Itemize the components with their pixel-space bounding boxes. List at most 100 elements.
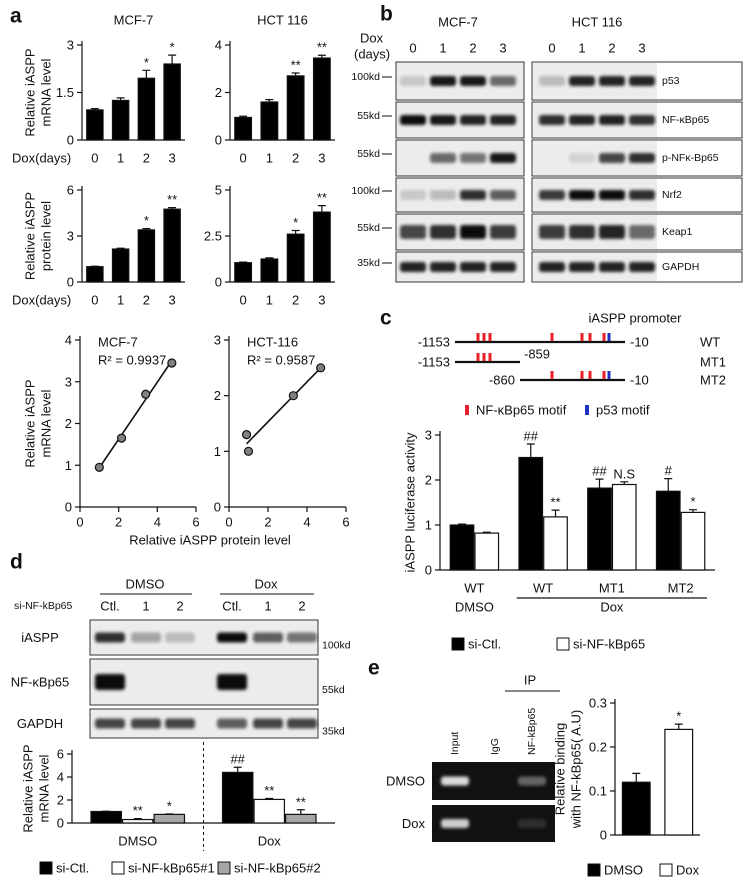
row-label: GAPDH — [662, 261, 699, 273]
bar — [621, 781, 651, 836]
nf-kb-motif — [550, 371, 554, 379]
error-bar — [317, 205, 326, 213]
band — [490, 76, 516, 86]
bar — [90, 810, 122, 824]
lane-label: 3 — [499, 41, 506, 56]
band — [569, 76, 595, 86]
lane-label: 2 — [608, 41, 615, 56]
bar — [234, 262, 253, 283]
error-bar — [239, 115, 248, 118]
lane-label: 1 — [578, 41, 585, 56]
construct-name: MT1 — [700, 355, 726, 370]
significance-label: ** — [296, 794, 306, 809]
bar — [137, 229, 156, 283]
bar — [153, 813, 186, 824]
band — [287, 718, 317, 729]
row-label: p-NFκ-Bp65 — [662, 152, 719, 164]
band — [430, 262, 456, 272]
size-marker: 35kd — [357, 257, 380, 269]
legend-label: si-Ctl. — [468, 637, 501, 652]
y-tick-label: 1 — [425, 518, 432, 533]
nf-kb-motif — [602, 371, 606, 379]
x-tick-label: 6 — [192, 515, 199, 530]
band — [490, 190, 516, 200]
x-tick-label: 3 — [169, 293, 176, 308]
significance-label: ## — [524, 429, 539, 444]
lane-label: 0 — [548, 41, 555, 56]
significance-label: ** — [167, 192, 177, 207]
row-label: iASPP — [21, 630, 59, 645]
legend-swatch — [659, 863, 673, 877]
band — [599, 225, 625, 239]
ip-label: IP — [524, 673, 536, 688]
x-tick-label: 2 — [264, 515, 271, 530]
y-tick-label: 0 — [215, 275, 222, 290]
y-tick-label: 2 — [65, 416, 72, 431]
nf-kb-motif — [488, 333, 492, 341]
significance-label: N.S — [613, 466, 635, 481]
y-axis-label: protein level — [39, 201, 54, 271]
error-bar — [116, 247, 125, 250]
annotation: R² = 0.9937 — [98, 353, 166, 368]
band — [569, 262, 595, 272]
x-tick-label: 6 — [342, 515, 349, 530]
bar — [137, 77, 156, 141]
x-tick-label: 0 — [76, 515, 83, 530]
band — [539, 76, 565, 86]
error-bar — [317, 54, 326, 59]
x-tick-label: 0 — [225, 515, 232, 530]
band — [430, 76, 456, 86]
nf-kb-motif — [588, 333, 592, 341]
band — [539, 262, 565, 272]
p53-motif — [607, 333, 611, 341]
error-bar — [482, 531, 491, 534]
x-tick-label: 3 — [318, 293, 325, 308]
error-bar — [116, 97, 125, 101]
band — [460, 225, 486, 239]
bar — [285, 813, 317, 824]
x-tick-label: 2 — [143, 151, 150, 166]
error-bar — [291, 72, 300, 76]
point — [288, 391, 298, 401]
treatment-label: (days) — [354, 47, 390, 62]
x-tick-label: WT — [464, 581, 484, 596]
significance-label: ** — [317, 40, 327, 55]
x-tick-label: 0 — [240, 151, 247, 166]
lane-label: 1 — [264, 599, 271, 614]
y-tick-label: 2 — [214, 388, 221, 403]
lane-title: si-NF-kBp65 — [14, 600, 73, 612]
nf-kb-motif — [580, 333, 584, 341]
y-axis-label: iASPP luciferase activity — [403, 432, 418, 572]
row-label: Keap1 — [662, 226, 693, 238]
band — [430, 115, 456, 125]
construct-end: -859 — [524, 347, 550, 362]
error-bar — [632, 772, 641, 783]
lane-label: 2 — [298, 599, 305, 614]
legend-swatch — [217, 861, 231, 875]
band — [400, 76, 426, 86]
band — [518, 819, 546, 828]
band — [490, 225, 516, 239]
band — [518, 776, 546, 786]
band — [441, 776, 469, 786]
x-axis-label: Dox(days) — [12, 293, 71, 308]
legend-swatch — [465, 405, 469, 415]
row-label: Nrf2 — [662, 189, 682, 201]
blot-strip — [89, 658, 319, 706]
lane-label: 1 — [142, 599, 149, 614]
point — [316, 363, 326, 373]
error-bar — [142, 228, 151, 230]
chart-title: HCT 116 — [257, 13, 308, 28]
panel-label: a — [10, 5, 22, 28]
x-tick-label: 4 — [154, 515, 161, 530]
y-tick-label: 3 — [67, 38, 74, 53]
x-tick-label: Dox — [258, 834, 282, 849]
band — [490, 115, 516, 125]
band — [629, 153, 655, 163]
significance-label: * — [167, 799, 172, 814]
error-bar — [90, 108, 99, 110]
significance-label: # — [665, 463, 673, 478]
band — [400, 262, 426, 272]
band — [95, 718, 125, 729]
x-tick-label: 0 — [91, 293, 98, 308]
